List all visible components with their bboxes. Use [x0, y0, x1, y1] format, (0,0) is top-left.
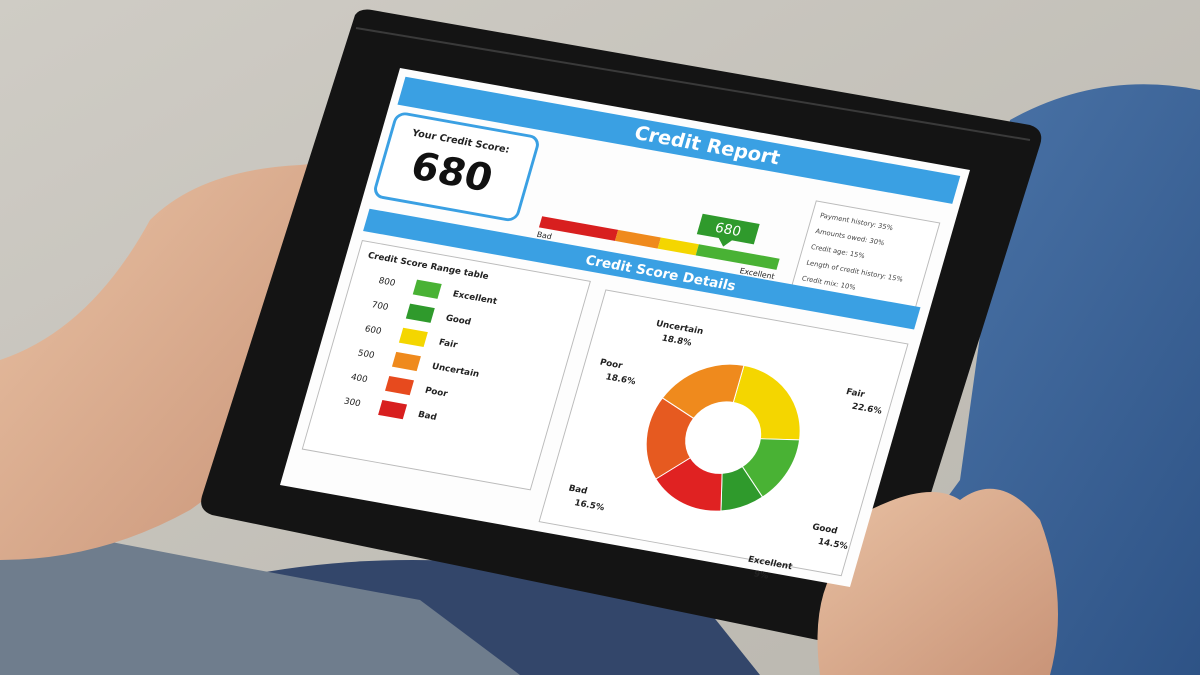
- range-label: Bad: [417, 410, 438, 423]
- range-swatch: [412, 279, 442, 299]
- range-label: Poor: [424, 386, 450, 400]
- range-swatch: [398, 327, 428, 348]
- donut-box: [538, 289, 909, 577]
- score-box: [374, 112, 539, 222]
- donut-value: 9%: [752, 569, 770, 581]
- gauge-green: [695, 244, 780, 270]
- range-score: 600: [363, 324, 382, 337]
- donut-segment: [661, 363, 745, 419]
- gauge-low: Bad: [536, 230, 553, 241]
- details-bar: [363, 208, 921, 330]
- gauge-red: [538, 216, 619, 241]
- left-hand: [0, 164, 341, 561]
- right-hand: [817, 488, 1058, 675]
- range-score: 800: [377, 276, 396, 289]
- range-score: 400: [350, 373, 369, 386]
- bezel-highlight: [355, 27, 1031, 141]
- badge-value: 680: [713, 220, 743, 240]
- screen: Credit Report Your Credit Score: 680 680…: [279, 68, 971, 588]
- title-bar: [397, 76, 961, 204]
- range-label: Good: [444, 314, 472, 328]
- range-swatch: [385, 375, 414, 396]
- score-badge: [696, 213, 760, 247]
- range-label: Fair: [438, 338, 460, 351]
- shirt-sleeve: [0, 520, 520, 675]
- range-swatch: [391, 351, 421, 372]
- range-table-box: [301, 240, 591, 491]
- gauge-yellow: [657, 237, 699, 256]
- donut-category: Poor: [599, 358, 625, 372]
- range-score: 300: [343, 397, 362, 410]
- gauge-orange: [614, 229, 661, 249]
- range-score: 700: [370, 300, 389, 313]
- range-score: 500: [356, 348, 375, 361]
- range-swatch: [378, 400, 408, 420]
- donut-category: Fair: [845, 387, 867, 400]
- donut-category: Bad: [567, 484, 588, 497]
- range-swatch: [405, 303, 435, 323]
- donut-category: Good: [811, 522, 839, 536]
